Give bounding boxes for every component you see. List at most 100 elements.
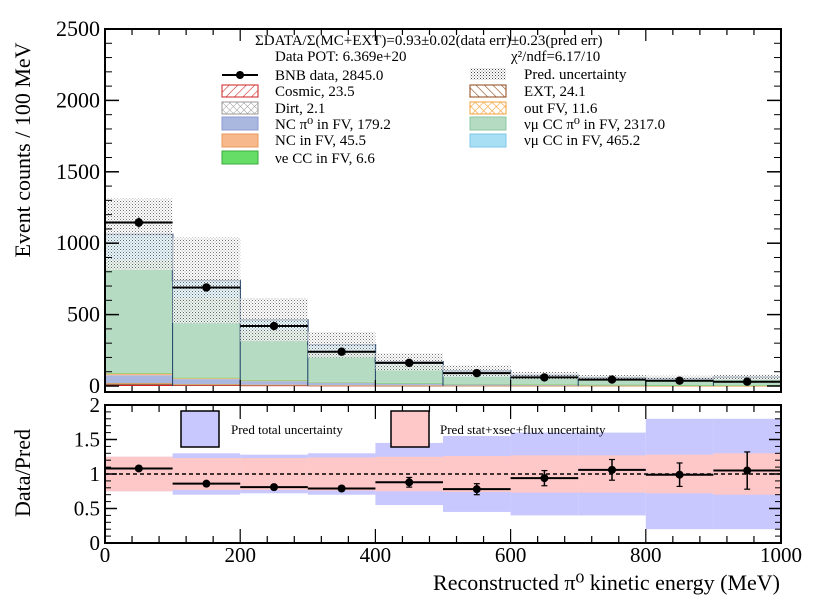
data-point	[337, 347, 346, 356]
ratio-point	[337, 484, 346, 493]
ratio-ylabel: Data/Pred	[10, 429, 35, 517]
xtick-label: 600	[495, 543, 527, 567]
xtick-label: 800	[630, 543, 662, 567]
data-point	[202, 283, 211, 292]
stack-bar	[510, 385, 579, 387]
ytick-label: 0	[89, 373, 100, 398]
stack-bar	[307, 381, 376, 383]
uncertainty-box	[240, 298, 308, 342]
stack-bar	[307, 385, 376, 386]
x-axis-label: Reconstructed π⁰ kinetic energy (MeV)	[433, 570, 780, 595]
header-pot: Data POT: 6.369e+20	[275, 49, 406, 65]
stack-bar	[105, 375, 173, 384]
data-point	[675, 376, 684, 385]
stack-bar	[307, 382, 376, 386]
stack-bar	[375, 385, 443, 387]
legend-uncertainty: Pred. uncertainty	[524, 67, 627, 83]
stack-bar	[105, 260, 173, 373]
legend-numucc: νμ CC in FV, 465.2	[524, 133, 640, 149]
stack-bar	[645, 384, 714, 386]
stack-bar	[240, 384, 308, 386]
top-axes: 0 500 1000 1500 2000 2500	[56, 16, 782, 398]
legend-cosmic: Cosmic, 23.5	[275, 84, 355, 100]
ratio-points	[105, 451, 781, 496]
stack-bar	[578, 385, 646, 387]
stack-bar	[443, 384, 511, 386]
ratio-point	[202, 479, 211, 488]
ratio-ytick-label: 0	[90, 531, 101, 555]
legend-outfv: out FV, 11.6	[524, 101, 598, 117]
legend-numuccpi0-swatch	[469, 116, 507, 131]
stack-bar	[172, 384, 241, 385]
legend-dirt: Dirt, 2.1	[275, 101, 325, 117]
uncertainty-box	[172, 237, 241, 324]
header-chi2: χ²/ndf=6.17/10	[510, 49, 600, 65]
data-points	[105, 217, 781, 386]
legend-unc-swatch	[470, 68, 506, 80]
stack-bar	[105, 383, 173, 384]
ratio-legend-stat: Pred stat+xsec+flux uncertainty	[440, 422, 606, 437]
stack-bar	[105, 372, 173, 374]
stack-bar	[510, 384, 579, 385]
xtick-label: 0	[100, 543, 111, 567]
legend-outfv-swatch	[469, 101, 507, 115]
ratio-point	[675, 470, 684, 479]
xtick-label: 400	[360, 543, 392, 567]
header-ratio: ΣDATA/Σ(MC+EXT)=0.93±0.02(data err)±0.23…	[255, 33, 602, 49]
ratio-ytick-label: 0.5	[74, 497, 100, 521]
legend-data: BNB data, 2845.0	[275, 68, 383, 84]
xtick-label: 1000	[760, 543, 802, 567]
ratio-legend-stat-swatch	[390, 410, 430, 448]
stack-bar	[375, 383, 443, 386]
stack-bar	[105, 383, 173, 385]
ytick-label: 2500	[56, 16, 100, 41]
ratio-legend-total-swatch	[180, 410, 220, 448]
ytick-label: 2000	[56, 87, 100, 112]
stack-bar	[172, 384, 241, 386]
legend-ext-swatch	[469, 84, 507, 98]
legend-nuecc: νe CC in FV, 6.6	[275, 151, 375, 167]
legend-ncother: NC in FV, 45.5	[275, 133, 366, 149]
legend-numuccpi0: νμ CC π⁰ in FV, 2317.0	[524, 117, 665, 133]
stack-bar	[713, 385, 781, 387]
data-point	[540, 373, 549, 382]
stack-bar	[375, 382, 443, 384]
stack-bar	[105, 383, 173, 385]
ratio-point	[743, 466, 752, 475]
ratio-legend: Pred total uncertainty Pred stat+xsec+fl…	[180, 410, 606, 448]
stack-bar	[172, 377, 241, 379]
legend-numucc-swatch	[469, 133, 507, 148]
ytick-label: 1000	[56, 230, 100, 255]
ratio-point	[540, 474, 549, 483]
top-ylabel: Event counts / 100 MeV	[10, 42, 35, 257]
ratio-ytick-label: 1	[90, 462, 101, 486]
legend-cosmic-swatch	[221, 84, 259, 98]
ytick-label: 500	[67, 302, 100, 327]
ratio-ytick-label: 2	[90, 393, 101, 417]
stack-bar	[240, 385, 308, 387]
data-point	[743, 377, 752, 386]
data-point	[269, 321, 279, 331]
ratio-point	[270, 483, 278, 492]
data-point	[472, 368, 481, 378]
ratio-point	[405, 478, 414, 487]
stack-bar	[510, 384, 579, 386]
stack-bar	[578, 384, 646, 386]
ratio-legend-total: Pred total uncertainty	[231, 422, 343, 437]
stack-bar	[240, 380, 308, 382]
data-point	[405, 358, 414, 368]
xtick-label: 200	[224, 543, 256, 567]
uncertainty-box	[713, 374, 781, 381]
stack-bar	[105, 384, 173, 386]
stack-bar	[240, 381, 308, 385]
stack-bar	[443, 372, 511, 384]
legend-ncpi0: NC π⁰ in FV, 179.2	[275, 117, 391, 133]
legend-data-marker	[236, 71, 244, 79]
ratio-ytick-label: 1.5	[74, 428, 100, 452]
stack-bar	[240, 379, 308, 381]
stack-bar	[172, 385, 241, 386]
top-frame	[104, 28, 782, 393]
legend-ext: EXT, 24.1	[524, 84, 586, 100]
stack-bar	[172, 379, 241, 385]
